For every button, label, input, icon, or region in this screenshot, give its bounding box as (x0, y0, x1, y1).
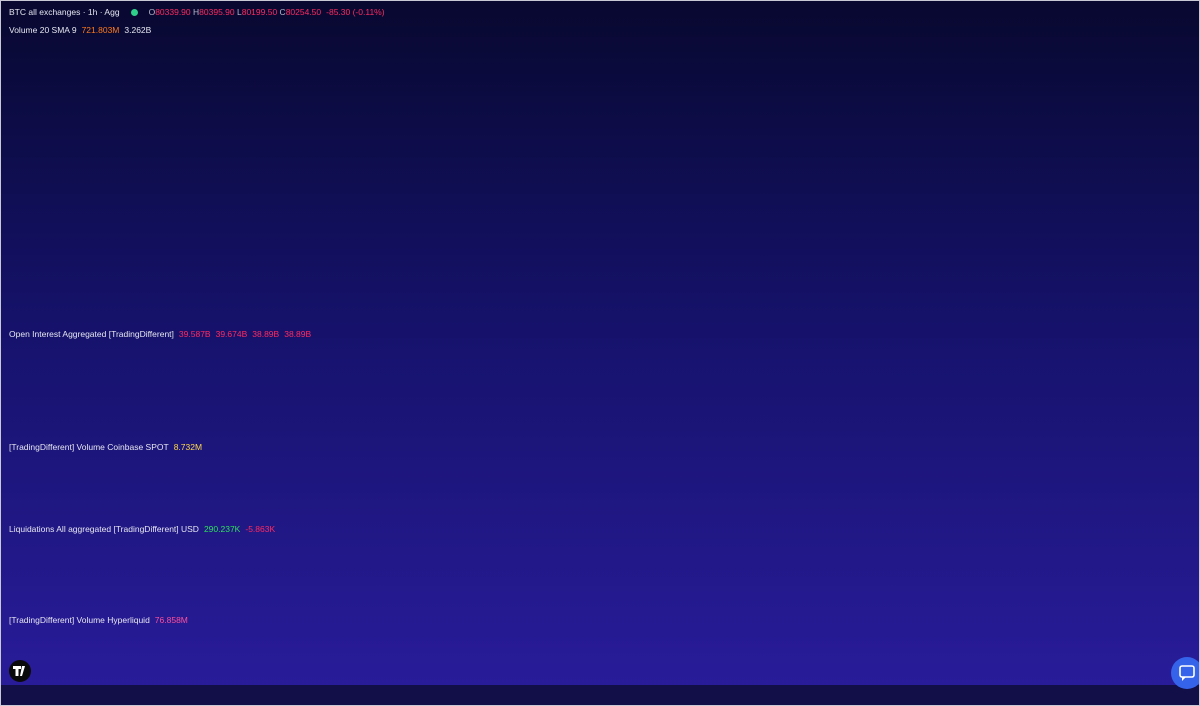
volume-title[interactable]: Volume 20 SMA 9 (9, 25, 77, 35)
oi-legend: Open Interest Aggregated [TradingDiffere… (9, 329, 311, 339)
oi-value: 39.587B (178, 329, 211, 339)
volume-value: 721.803M (81, 25, 120, 35)
hyper-title[interactable]: [TradingDifferent] Volume Hyperliquid (9, 615, 150, 625)
liq-title[interactable]: Liquidations All aggregated [TradingDiff… (9, 524, 199, 534)
ohlc-label: C (279, 7, 286, 17)
ohlc: O 80339.90 H 80395.90 L 80199.50 C 80254.50 (149, 7, 322, 17)
symbol-title[interactable]: BTC all exchanges · 1h · Agg (9, 7, 120, 17)
price-change: -85.30 (-0.11%) (326, 7, 385, 17)
ohlc-value: 80199.50 (241, 7, 278, 17)
time-axis-bg (1, 685, 1199, 705)
chat-icon (1179, 665, 1195, 678)
coinbase-title[interactable]: [TradingDifferent] Volume Coinbase SPOT (9, 442, 169, 452)
ohlc-value: 80254.50 (285, 7, 322, 17)
ohlc-value: 80339.90 (155, 7, 191, 17)
ohlc-label: L (236, 7, 242, 17)
hyper-value: 76.858M (154, 615, 188, 625)
ohlc-label: O (148, 7, 156, 17)
oi-title[interactable]: Open Interest Aggregated [TradingDiffere… (9, 329, 174, 339)
tv-logo[interactable] (9, 660, 31, 682)
main-legend: BTC all exchanges · 1h · Agg O 80339.90 H… (9, 7, 385, 17)
liq-legend: Liquidations All aggregated [TradingDiff… (9, 524, 275, 534)
status-dot (130, 8, 138, 16)
coinbase-value: 8.732M (173, 442, 203, 452)
ohlc-label: H (193, 7, 200, 17)
chat-icon-tail (1182, 677, 1186, 681)
volume-legend: Volume 20 SMA 9 721.803M 3.262B (9, 25, 151, 35)
hyper-legend: [TradingDifferent] Volume Hyperliquid 76… (9, 615, 188, 625)
chat-button[interactable] (1171, 657, 1199, 689)
chat-button-bg (1171, 657, 1199, 689)
ohlc-value: 80395.90 (199, 7, 235, 17)
oi-value: 39.674B (215, 329, 248, 339)
coinbase-legend: [TradingDifferent] Volume Coinbase SPOT … (9, 442, 202, 452)
oi-value: 38.89B (252, 329, 280, 339)
liq-short-value: -5.863K (245, 524, 276, 534)
tv-logo-mark (13, 666, 25, 676)
volume-sma: 3.262B (124, 25, 152, 35)
tv-logo-bg (9, 660, 31, 682)
oi-value: 38.89B (284, 329, 312, 339)
liq-long-value: 290.237K (203, 524, 241, 534)
